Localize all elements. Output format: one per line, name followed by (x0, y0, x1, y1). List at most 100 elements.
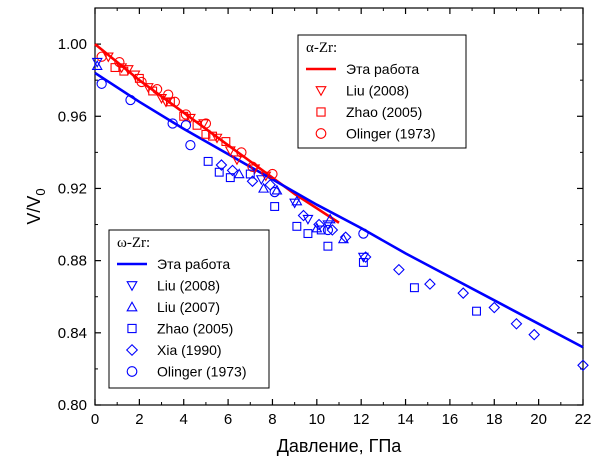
omega-legend-label: Xia (1990) (157, 342, 222, 358)
omega-legend-label: Liu (2007) (157, 299, 220, 315)
alpha-marker-triangle-down (129, 70, 141, 81)
omega-marker-triangle-up (324, 213, 336, 224)
x-tick-label: 4 (180, 411, 188, 428)
alpha-marker-circle (267, 168, 278, 180)
alpha-legend-marker (316, 107, 326, 117)
omega-marker-circle (180, 120, 192, 131)
x-axis: 0 2 4 6 8 10 12 14 16 18 20 22 (91, 8, 592, 428)
omega-marker-diamond (359, 251, 372, 263)
omega-marker-circle (322, 224, 334, 236)
omega-marker-triangle-down (255, 175, 267, 186)
omega-marker-diamond (457, 287, 470, 299)
alpha-marker-square (165, 97, 175, 107)
x-tick-label: 18 (486, 411, 503, 428)
x-tick-label: 6 (224, 411, 232, 428)
omega-marker-square (316, 225, 326, 235)
omega-marker-triangle-down (322, 220, 334, 231)
omega-legend-marker (126, 281, 138, 292)
omega-marker-diamond (393, 263, 405, 276)
alpha-legend-box (297, 34, 467, 149)
y-tick-label: 1.00 (58, 36, 87, 53)
alpha-marker-triangle-down (231, 155, 243, 166)
alpha-marker-square (179, 111, 189, 121)
omega-marker-triangle-up (337, 233, 349, 244)
x-tick-label: 22 (575, 411, 592, 428)
omega-marker-diamond (577, 359, 589, 372)
x-tick-label: 16 (442, 411, 459, 428)
omega-marker-diamond (215, 159, 228, 171)
alpha-legend-label: Эта работа (346, 61, 419, 77)
omega-marker-square (303, 229, 313, 239)
y-axis-title-main: V/V (24, 196, 44, 225)
omega-marker-circle (185, 139, 196, 151)
omega-marker-diamond (339, 231, 352, 244)
alpha-marker-square (208, 131, 218, 141)
alpha-marker-circle (236, 147, 247, 158)
omega-legend-label: Zhao (2005) (157, 321, 233, 337)
alpha-marker-circle (163, 89, 174, 100)
omega-marker-diamond (226, 164, 239, 177)
x-tick-label: 8 (268, 411, 276, 428)
alpha-marker-circle (114, 56, 125, 68)
alpha-legend: α-Zr: Эта работа Liu (2008) Zhao (2005) Olin… (297, 34, 467, 149)
legends: α-Zr: Эта работа Liu (2008) Zhao (2005) Olin… (108, 34, 467, 389)
alpha-marker-circle (151, 84, 163, 95)
alpha-marker-square (221, 137, 231, 146)
y-axis: 0.80 0.84 0.88 0.92 0.96 1.00 (58, 7, 583, 414)
alpha-legend-marker (315, 128, 327, 139)
omega-marker-square (323, 241, 333, 251)
omega-marker-square (358, 257, 368, 267)
y-tick-label: 0.80 (58, 397, 87, 414)
x-tick-label: 12 (353, 411, 370, 428)
omega-fit-line (94, 71, 584, 349)
omega-marker-triangle-up (258, 182, 270, 193)
omega-marker-triangle-up (291, 195, 303, 206)
y-axis-title-subscript: 0 (33, 188, 48, 195)
alpha-marker-circle (136, 76, 147, 88)
omega-legend-label: Эта работа (157, 256, 230, 272)
alpha-legend-label: Olinger (1973) (346, 126, 436, 142)
alpha-marker-square (192, 120, 202, 130)
x-tick-label: 10 (308, 411, 325, 428)
omega-legend-marker (125, 343, 139, 357)
alpha-marker-square (119, 66, 129, 76)
x-axis-title: Давление, ГПа (277, 436, 403, 456)
omega-marker-triangle-down (91, 57, 103, 68)
omega-marker-circle (96, 78, 107, 89)
y-axis-title: V/V0 (24, 188, 48, 224)
omega-marker-triangle-down (289, 198, 301, 209)
alpha-marker-circle (169, 96, 181, 107)
omega-marker-circle (358, 228, 369, 239)
y-tick-label: 0.84 (58, 325, 87, 342)
omega-marker-square (270, 202, 280, 211)
omega-marker-circle (269, 186, 280, 198)
alpha-marker-circle (247, 161, 258, 172)
data-markers (91, 51, 589, 372)
x-tick-label: 20 (530, 411, 547, 428)
alpha-marker-circle (96, 51, 107, 62)
alpha-marker-triangle-down (142, 83, 154, 94)
omega-marker-diamond (488, 301, 501, 314)
alpha-legend-marker (315, 86, 327, 97)
alpha-legend-label: Liu (2008) (346, 83, 409, 99)
omega-marker-diamond (326, 224, 339, 236)
omega-legend-marker (127, 323, 137, 334)
omega-legend-marker (126, 301, 138, 312)
omega-marker-circle (167, 118, 178, 129)
omega-marker-triangle-up (91, 60, 103, 70)
omega-legend-label: Olinger (1973) (157, 364, 247, 380)
omega-marker-square (292, 221, 302, 231)
omega-marker-diamond (510, 317, 523, 330)
omega-marker-triangle-up (233, 168, 245, 179)
x-tick-label: 2 (135, 411, 143, 428)
omega-marker-circle (125, 94, 136, 106)
omega-marker-diamond (297, 209, 310, 222)
alpha-marker-circle (180, 109, 192, 120)
omega-marker-diamond (246, 175, 259, 188)
alpha-marker-square (134, 73, 144, 83)
omega-marker-diamond (424, 278, 436, 290)
omega-marker-square (203, 156, 213, 166)
omega-legend-title: ω-Zr: (117, 235, 150, 251)
omega-marker-square (409, 283, 419, 293)
